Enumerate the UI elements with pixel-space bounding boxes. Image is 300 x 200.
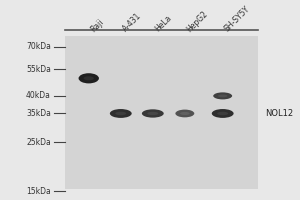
Ellipse shape — [147, 112, 158, 115]
Text: 70kDa: 70kDa — [26, 42, 51, 51]
Bar — [65, 36, 258, 189]
Text: 15kDa: 15kDa — [26, 187, 51, 196]
Text: HepG2: HepG2 — [185, 9, 209, 34]
Ellipse shape — [217, 112, 228, 115]
Text: A-431: A-431 — [121, 12, 143, 34]
Ellipse shape — [79, 73, 99, 83]
Ellipse shape — [218, 94, 227, 97]
Ellipse shape — [115, 112, 126, 115]
Ellipse shape — [212, 109, 234, 118]
Text: SH-SY5Y: SH-SY5Y — [223, 5, 252, 34]
Ellipse shape — [180, 112, 190, 115]
Text: 25kDa: 25kDa — [26, 138, 51, 147]
Ellipse shape — [110, 109, 132, 118]
Ellipse shape — [176, 110, 194, 117]
Text: NOL12: NOL12 — [265, 109, 293, 118]
Ellipse shape — [142, 109, 164, 118]
Ellipse shape — [84, 76, 94, 80]
Text: 40kDa: 40kDa — [26, 91, 51, 100]
Text: 35kDa: 35kDa — [26, 109, 51, 118]
Text: Raji: Raji — [89, 17, 105, 34]
Text: HeLa: HeLa — [153, 14, 173, 34]
Text: 55kDa: 55kDa — [26, 65, 51, 74]
Ellipse shape — [213, 92, 232, 99]
